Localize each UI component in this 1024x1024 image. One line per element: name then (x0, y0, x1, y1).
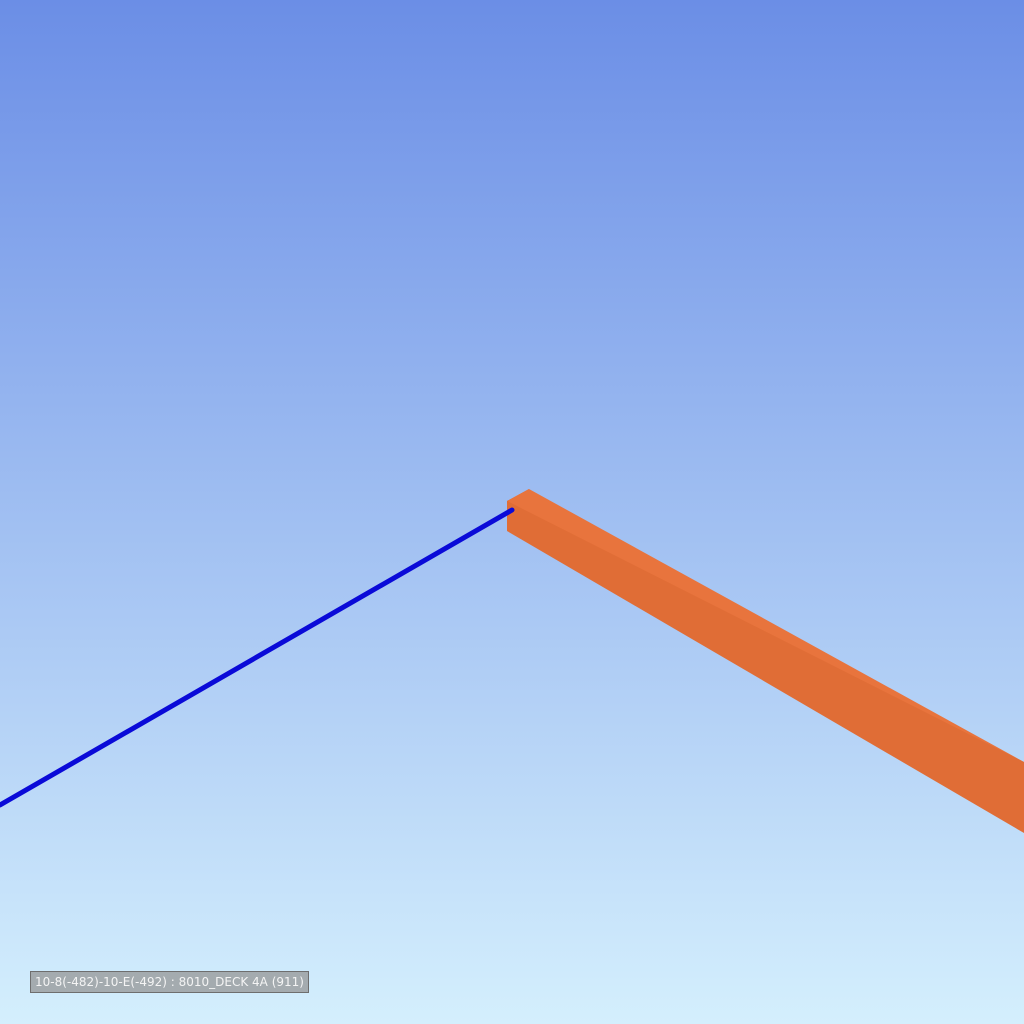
selected-line-element[interactable] (0, 507, 515, 808)
element-tooltip: 10-8(-482)-10-E(-492) : 8010_DECK 4A (91… (30, 971, 309, 993)
beam-front-face[interactable] (507, 501, 1024, 833)
beam-element[interactable] (507, 489, 1024, 833)
